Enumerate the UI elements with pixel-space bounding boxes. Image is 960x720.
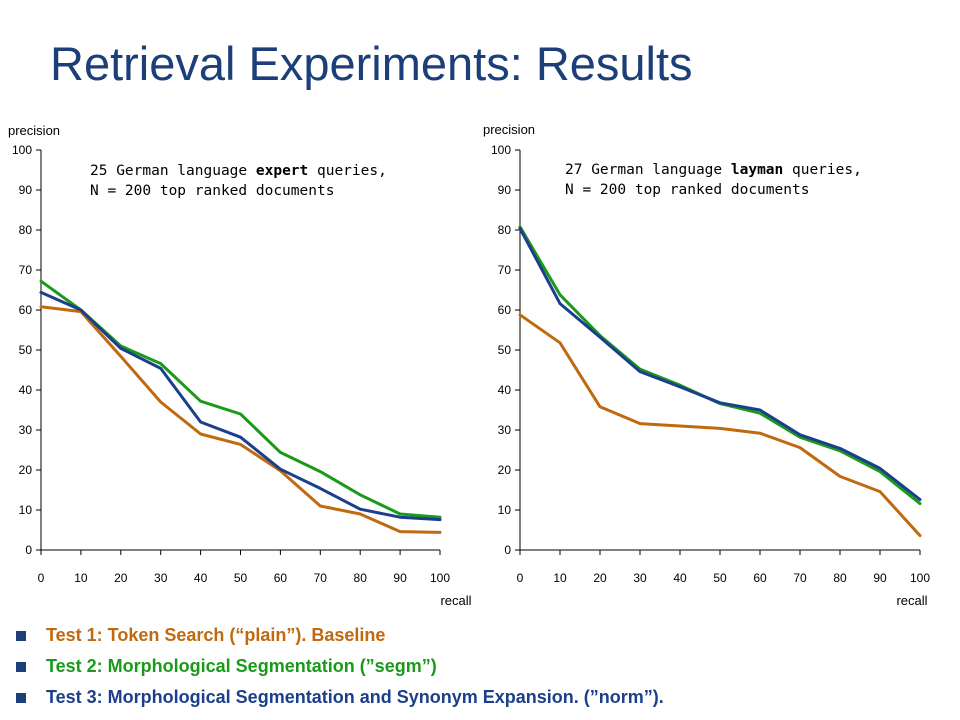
series-line-3 <box>39 290 442 522</box>
y-tick-label: 40 <box>498 383 512 397</box>
y-tick-label: 70 <box>498 263 512 277</box>
y-axis-label: precision <box>8 123 60 138</box>
y-tick-label: 20 <box>19 463 33 477</box>
y-axis-label: precision <box>483 122 535 137</box>
bullet-icon <box>16 692 26 703</box>
bullet-icon <box>16 630 26 641</box>
x-tick-label: 20 <box>114 571 128 585</box>
x-tick-label: 60 <box>274 571 288 585</box>
x-tick-label: 70 <box>314 571 328 585</box>
x-tick-label: 50 <box>713 571 727 585</box>
series-line-1 <box>39 305 442 534</box>
y-tick-label: 30 <box>19 423 33 437</box>
y-tick-label: 90 <box>498 183 512 197</box>
x-tick-label: 40 <box>194 571 208 585</box>
y-tick-label: 0 <box>25 543 32 557</box>
series-line-3 <box>518 226 922 502</box>
annotation-emphasis: layman <box>731 162 783 178</box>
y-tick-label: 40 <box>19 383 33 397</box>
x-tick-label: 90 <box>873 571 887 585</box>
x-tick-label: 40 <box>673 571 687 585</box>
chart-annotation-line1: 27 German language layman queries, <box>565 162 862 178</box>
y-tick-label: 10 <box>19 503 33 517</box>
chart-2: 0 10 20 30 40 50 60 70 80 90 100 0 10 20 30 40 50 60 70 80 9… <box>483 122 930 608</box>
y-tick-label: 50 <box>19 343 33 357</box>
x-tick-label: 80 <box>833 571 847 585</box>
bullet-icon <box>16 661 26 672</box>
legend-label-plain: Test 1: Token Search (“plain”). Baseline <box>46 625 386 645</box>
y-tick-label: 30 <box>498 423 512 437</box>
x-axis-label: recall <box>896 593 927 608</box>
y-tick-label: 80 <box>19 223 33 237</box>
annotation-text: 27 German language <box>565 162 731 178</box>
x-tick-label: 10 <box>553 571 567 585</box>
x-tick-label: 30 <box>633 571 647 585</box>
y-tick-label: 70 <box>19 263 33 277</box>
legend-label-norm: Test 3: Morphological Segmentation and S… <box>46 687 664 707</box>
series-line-2 <box>518 225 922 506</box>
x-axis-label: recall <box>440 593 471 608</box>
y-tick-label: 100 <box>491 143 511 157</box>
y-tick-label: 60 <box>498 303 512 317</box>
y-tick-label: 90 <box>19 183 33 197</box>
chart-annotation-line2: N = 200 top ranked documents <box>565 182 809 198</box>
y-tick-label: 50 <box>498 343 512 357</box>
legend-item-norm: Test 3: Morphological Segmentation and S… <box>16 682 664 713</box>
x-tick-label: 20 <box>593 571 607 585</box>
legend-label-segm: Test 2: Morphological Segmentation (”seg… <box>46 656 437 676</box>
annotation-text: queries, <box>308 163 387 179</box>
chart-annotation-line2: N = 200 top ranked documents <box>90 183 334 199</box>
chart-1: 0 10 20 30 40 50 60 70 80 90 100 0 10 20 30 40 50 60 70 80 9… <box>8 123 472 608</box>
y-tick-label: 80 <box>498 223 512 237</box>
y-tick-label: 20 <box>498 463 512 477</box>
annotation-text: queries, <box>783 162 862 178</box>
x-tick-label: 60 <box>753 571 767 585</box>
x-tick-label: 90 <box>393 571 407 585</box>
x-tick-label: 0 <box>38 571 45 585</box>
legend-list: Test 1: Token Search (“plain”). Baseline… <box>16 620 664 713</box>
x-tick-label: 0 <box>517 571 524 585</box>
x-tick-label: 100 <box>430 571 450 585</box>
series-line-1 <box>518 313 922 538</box>
legend-item-plain: Test 1: Token Search (“plain”). Baseline <box>16 620 664 651</box>
x-tick-label: 100 <box>910 571 930 585</box>
y-tick-label: 60 <box>19 303 33 317</box>
series-line-2 <box>39 279 442 519</box>
slide-title: Retrieval Experiments: Results <box>50 37 693 90</box>
x-tick-label: 80 <box>354 571 368 585</box>
y-tick-label: 10 <box>498 503 512 517</box>
annotation-emphasis: expert <box>256 163 308 179</box>
x-tick-label: 30 <box>154 571 168 585</box>
legend-item-segm: Test 2: Morphological Segmentation (”seg… <box>16 651 664 682</box>
chart-annotation-line1: 25 German language expert queries, <box>90 163 387 179</box>
y-tick-label: 100 <box>12 143 32 157</box>
x-tick-label: 10 <box>74 571 88 585</box>
y-tick-label: 0 <box>504 543 511 557</box>
annotation-text: 25 German language <box>90 163 256 179</box>
x-tick-label: 70 <box>793 571 807 585</box>
x-tick-label: 50 <box>234 571 248 585</box>
